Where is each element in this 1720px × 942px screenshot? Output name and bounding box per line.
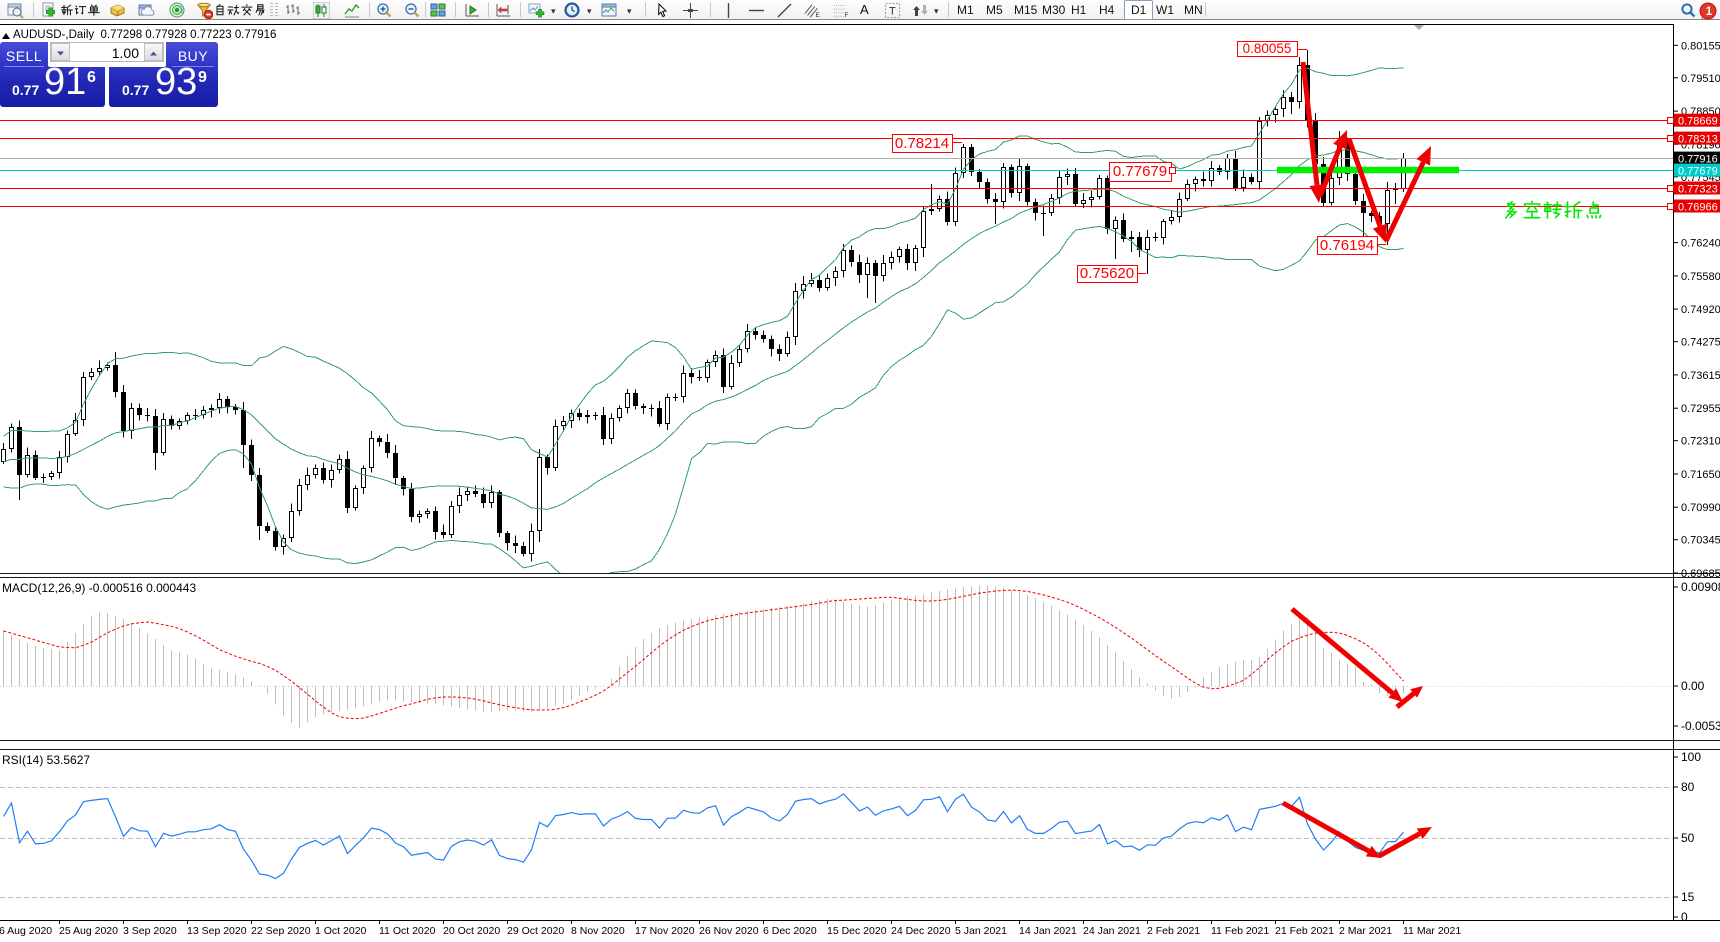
svg-text:20 Oct 2020: 20 Oct 2020 xyxy=(443,925,500,937)
svg-text:6 Aug 2020: 6 Aug 2020 xyxy=(0,925,52,937)
svg-text:0.72955: 0.72955 xyxy=(1681,403,1720,415)
svg-text:2 Mar 2021: 2 Mar 2021 xyxy=(1339,925,1392,937)
svg-text:13 Sep 2020: 13 Sep 2020 xyxy=(187,925,247,937)
svg-text:0.72310: 0.72310 xyxy=(1681,436,1720,448)
svg-text:0.74920: 0.74920 xyxy=(1681,304,1720,316)
svg-text:15: 15 xyxy=(1681,890,1695,904)
svg-text:-0.005306: -0.005306 xyxy=(1681,719,1720,733)
svg-text:0.70345: 0.70345 xyxy=(1681,535,1720,547)
svg-text:T: T xyxy=(889,6,896,18)
svg-text:0.69685: 0.69685 xyxy=(1681,568,1720,580)
svg-text:1: 1 xyxy=(1706,6,1713,18)
svg-text:0.77323: 0.77323 xyxy=(1678,184,1718,196)
svg-text:24 Jan 2021: 24 Jan 2021 xyxy=(1083,925,1141,937)
svg-text:0.75580: 0.75580 xyxy=(1681,271,1720,283)
svg-text:22 Sep 2020: 22 Sep 2020 xyxy=(251,925,311,937)
svg-text:29 Oct 2020: 29 Oct 2020 xyxy=(507,925,564,937)
svg-text:F: F xyxy=(845,12,849,19)
svg-text:1 Oct 2020: 1 Oct 2020 xyxy=(315,925,367,937)
svg-text:0.00: 0.00 xyxy=(1681,679,1705,693)
svg-text:3 Sep 2020: 3 Sep 2020 xyxy=(123,925,177,937)
svg-text:25 Aug 2020: 25 Aug 2020 xyxy=(59,925,118,937)
svg-text:0.71650: 0.71650 xyxy=(1681,469,1720,481)
svg-text:17 Nov 2020: 17 Nov 2020 xyxy=(635,925,695,937)
svg-text:15 Dec 2020: 15 Dec 2020 xyxy=(827,925,887,937)
svg-text:21 Feb 2021: 21 Feb 2021 xyxy=(1275,925,1334,937)
svg-text:0: 0 xyxy=(1681,910,1688,924)
svg-text:MACD(12,26,9) -0.000516 0.0004: MACD(12,26,9) -0.000516 0.000443 xyxy=(2,581,196,595)
svg-text:80: 80 xyxy=(1681,780,1695,794)
svg-text:0.79510: 0.79510 xyxy=(1681,73,1720,85)
svg-text:0.80155: 0.80155 xyxy=(1681,40,1720,52)
svg-text:50: 50 xyxy=(1681,831,1695,845)
svg-text:26 Nov 2020: 26 Nov 2020 xyxy=(699,925,759,937)
svg-text:0.78313: 0.78313 xyxy=(1678,134,1718,146)
svg-text:14 Jan 2021: 14 Jan 2021 xyxy=(1019,925,1077,937)
svg-text:0.77679: 0.77679 xyxy=(1678,166,1718,178)
svg-text:0.76966: 0.76966 xyxy=(1678,202,1718,214)
svg-text:0.78214: 0.78214 xyxy=(895,135,949,152)
svg-text:0.76194: 0.76194 xyxy=(1320,237,1374,254)
svg-text:0.75620: 0.75620 xyxy=(1080,265,1134,282)
svg-text:8 Nov 2020: 8 Nov 2020 xyxy=(571,925,625,937)
svg-text:0.73615: 0.73615 xyxy=(1681,370,1720,382)
svg-text:0.009081: 0.009081 xyxy=(1681,580,1720,594)
svg-text:0.76240: 0.76240 xyxy=(1681,238,1720,250)
svg-text:100: 100 xyxy=(1681,750,1701,764)
svg-text:6 Dec 2020: 6 Dec 2020 xyxy=(763,925,817,937)
svg-text:0.80055: 0.80055 xyxy=(1243,41,1292,56)
svg-text:5 Jan 2021: 5 Jan 2021 xyxy=(955,925,1007,937)
svg-text:E: E xyxy=(816,12,820,19)
svg-text:11 Oct 2020: 11 Oct 2020 xyxy=(379,925,436,937)
svg-text:0.70990: 0.70990 xyxy=(1681,502,1720,514)
svg-text:RSI(14) 53.5627: RSI(14) 53.5627 xyxy=(2,753,90,767)
svg-text:0.78669: 0.78669 xyxy=(1678,116,1718,128)
svg-text:11 Feb 2021: 11 Feb 2021 xyxy=(1211,925,1269,937)
svg-text:0.77916: 0.77916 xyxy=(1678,154,1718,166)
svg-text:24 Dec 2020: 24 Dec 2020 xyxy=(891,925,951,937)
svg-text:11 Mar 2021: 11 Mar 2021 xyxy=(1403,925,1461,937)
svg-text:0.74275: 0.74275 xyxy=(1681,337,1720,349)
svg-text:0.77679: 0.77679 xyxy=(1113,163,1167,180)
svg-text:2 Feb 2021: 2 Feb 2021 xyxy=(1147,925,1200,937)
